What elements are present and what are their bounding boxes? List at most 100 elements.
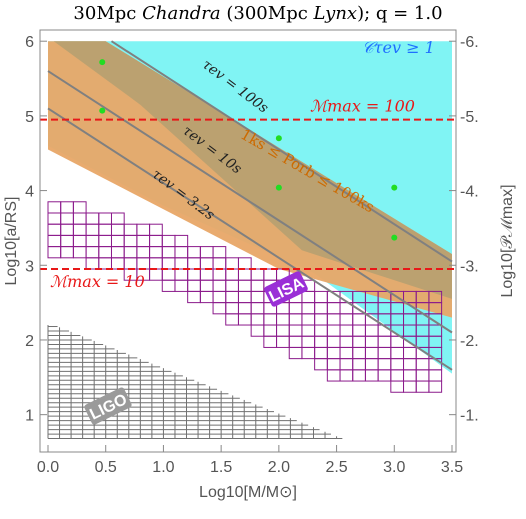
lisa-hatch-cell (250, 290, 265, 304)
y-axis: 1 2 3 4 5 6 (25, 34, 47, 425)
lisa-hatch-cell (237, 257, 252, 270)
lisa-hatch-cell (250, 268, 265, 281)
lisa-hatch-cell (98, 212, 112, 225)
y2-tick-label: -2. (460, 333, 479, 350)
lisa-hatch-cell (149, 223, 163, 236)
y-tick-label: 6 (25, 34, 34, 51)
lisa-hatch-cell (136, 246, 151, 259)
lisa-hatch-cell (276, 313, 290, 326)
lisa-hatch-cell (123, 234, 138, 248)
lisa-hatch-cell (60, 246, 74, 259)
lisa-hatch-cell (339, 335, 354, 348)
y2-tick-label: -3. (460, 258, 479, 275)
lisa-hatch-cell (403, 380, 417, 393)
ligo-badge: LIGO (84, 387, 132, 425)
x-tick-label: 1.0 (152, 459, 174, 476)
lisa-hatch-cell (250, 279, 265, 292)
y-axis-title: Log10[a/RS] (3, 197, 20, 286)
lisa-hatch-cell (110, 246, 125, 259)
y2-tick-label: -6. (460, 34, 479, 51)
lisa-hatch-cell (174, 234, 189, 248)
lisa-hatch-cell (314, 313, 328, 326)
lisa-hatch-cell (390, 358, 405, 371)
lisa-hatch-cell (85, 223, 100, 236)
lisa-hatch-cell (339, 313, 354, 326)
lisa-hatch-cell (352, 369, 366, 382)
lisa-hatch-cell (314, 346, 328, 360)
lisa-hatch-cell (123, 257, 138, 270)
lisa-hatch-cell (390, 380, 405, 393)
lisa-hatch-cell (390, 346, 405, 360)
lisa-hatch-cell (60, 201, 74, 214)
lisa-hatch-cell (301, 346, 316, 360)
lisa-hatch-cell (326, 369, 341, 382)
lisa-hatch-cell (149, 268, 163, 281)
y2-tick-label: -5. (460, 109, 479, 126)
lisa-hatch-cell (199, 279, 214, 292)
tau-lines (47, 40, 453, 371)
lisa-hatch-cell (136, 257, 151, 270)
lisa-hatch-cell (136, 234, 151, 248)
lisa-hatch-cell (339, 358, 354, 371)
lisa-hatch-cell (326, 335, 341, 348)
lisa-hatch-cell (199, 268, 214, 281)
lisa-hatch-cell (263, 335, 278, 348)
lisa-hatch-cell (225, 302, 239, 315)
mmax-label-1: ℳmax = 10 (50, 272, 145, 291)
tau-line-0 (110, 40, 453, 263)
lisa-hatch-cell (364, 324, 379, 337)
lisa-hatch-cell (47, 234, 62, 248)
lisa-hatch-cell (288, 346, 303, 360)
lisa-hatch-cell (250, 313, 265, 326)
lisa-hatch-cell (301, 290, 316, 304)
lisa-hatch-cell (326, 346, 341, 360)
data-point (99, 59, 106, 66)
lisa-hatch-cell (237, 302, 252, 315)
lisa-hatch-cell (72, 223, 87, 236)
lisa-hatch-cell (377, 358, 392, 371)
lisa-hatch-cell (110, 257, 125, 270)
lisa-hatch-cell (47, 201, 62, 214)
lisa-hatch-cell (377, 369, 392, 382)
x-axis: 0.0 0.5 1.0 1.5 2.0 2.5 3.0 3.5 (37, 445, 463, 476)
mmax-lines (40, 118, 456, 271)
ligo-hatch (47, 325, 343, 440)
data-points (99, 59, 398, 241)
y-tick-label: 1 (25, 408, 34, 425)
lisa-hatch-cell (352, 346, 366, 360)
lisa-hatch-cell (161, 268, 176, 281)
lisa-hatch-cell (314, 358, 328, 371)
lisa-hatch-cell (415, 358, 430, 371)
lisa-hatch-cell (212, 290, 227, 304)
lisa-hatch-cell (149, 234, 163, 248)
lisa-hatch-cell (199, 290, 214, 304)
lisa-hatch-cell (352, 313, 366, 326)
data-point (391, 234, 398, 241)
lisa-hatch-cell (123, 223, 138, 236)
lisa-hatch-cell (263, 313, 278, 326)
data-point (275, 184, 282, 191)
lisa-hatch-cell (187, 246, 201, 259)
lisa-hatch-cell (415, 380, 430, 393)
lisa-hatch-cell (301, 302, 316, 315)
lisa-hatch-cell (237, 279, 252, 292)
lisa-hatch-cell (403, 346, 417, 360)
lisa-hatch-cell (352, 335, 366, 348)
lisa-hatch-cell (314, 324, 328, 337)
lisa-hatch-cell (72, 234, 87, 248)
lisa-hatch-cell (339, 369, 354, 382)
lisa-hatch-cell (314, 335, 328, 348)
lisa-hatch-cell (85, 257, 100, 270)
lisa-hatch-cell (161, 246, 176, 259)
lisa-hatch-cell (301, 324, 316, 337)
lisa-hatch-cell (98, 234, 112, 248)
lisa-hatch-cell (377, 335, 392, 348)
lisa-hatch-cell (72, 212, 87, 225)
x-tick-label: 2.0 (268, 459, 290, 476)
lisa-hatch-cell (110, 212, 125, 225)
y2-axis-title: Log10[𝒫ℳmax] (499, 184, 516, 297)
lisa-hatch-cell (225, 268, 239, 281)
lisa-hatch-cell (60, 212, 74, 225)
lisa-hatch-cell (187, 257, 201, 270)
x-axis-title: Log10[M/M⊙] (199, 484, 297, 501)
